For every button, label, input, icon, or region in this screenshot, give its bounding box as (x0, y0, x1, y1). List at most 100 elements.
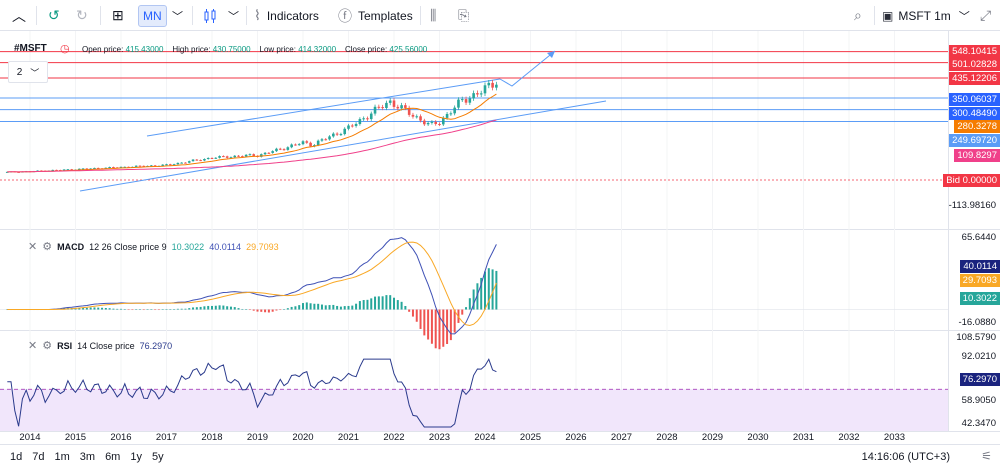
candle-body (441, 117, 445, 125)
macd-histogram-bar (385, 295, 388, 310)
candle-body (411, 114, 415, 117)
macd-histogram-bar (123, 309, 126, 310)
divider (192, 6, 193, 25)
chart-canvas[interactable]: 2014 2015 2016 2017 2018 2019 2020 2021 2022 2023… (0, 31, 1000, 444)
time-axis-label: 2030 (747, 432, 768, 443)
settings-sliders-icon[interactable]: ⚟ (981, 449, 992, 463)
candle-body (271, 151, 274, 153)
candle-body (332, 133, 335, 137)
range-button-1d[interactable]: 1d (10, 450, 23, 463)
macd-histogram-bar (245, 309, 248, 310)
candle-body (453, 107, 456, 114)
top-toolbar: ︿ ↺ ↻ ⊞ MN ﹀ ﹀ ⌇ Indicators ⓕ Templates … (0, 0, 1000, 31)
macd-histogram-bar (430, 309, 433, 344)
macd-histogram-bar (146, 309, 149, 310)
macd-histogram-bar (214, 305, 217, 310)
candle-body (172, 164, 176, 166)
settings-gear-icon[interactable]: ⚙ (42, 241, 53, 253)
range-button-5y[interactable]: 5y (151, 450, 164, 463)
timeframe-dropdown-chevron-icon[interactable]: ﹀ (172, 10, 183, 23)
undo-icon[interactable]: ↺ (48, 7, 60, 23)
candle-body (457, 99, 460, 108)
candle-body (385, 102, 388, 109)
macd-histogram-bar (355, 303, 358, 310)
macd-legend: ✕ ⚙ MACD 12 26 Close price 9 10.3022 40.… (28, 240, 279, 253)
candle-body (491, 82, 494, 88)
candle-body (233, 155, 237, 158)
remove-indicator-icon[interactable]: ✕ (28, 241, 38, 253)
bottom-bar: 1d 7d 1m 3m 6m 1y 5y 14:16:06 (UTC+3) ⚟ (0, 444, 1000, 468)
macd-value-badge: 10.3022 (959, 292, 1000, 305)
candle-body (362, 118, 365, 120)
macd-histogram-bar (362, 300, 365, 310)
collapse-chevron-icon[interactable]: ︿ (12, 7, 26, 24)
candle-body (81, 168, 85, 170)
range-button-7d[interactable]: 7d (32, 450, 45, 463)
moving-average-line (7, 93, 497, 173)
macd-histogram-bar (135, 309, 138, 310)
macd-histogram-bar (389, 295, 392, 310)
range-button-6m[interactable]: 6m (105, 450, 121, 463)
add-chart-icon[interactable]: ⊞ (112, 7, 124, 23)
candle-body (400, 105, 403, 109)
rsi-tick-label: 92.0210 (961, 351, 996, 362)
time-axis-label: 2023 (429, 432, 450, 443)
redo-icon[interactable]: ↻ (76, 7, 88, 23)
macd-params: 12 26 Close price 9 (89, 241, 167, 252)
chart-type-dropdown-chevron-icon[interactable]: ﹀ (228, 10, 239, 23)
candle-body (286, 147, 290, 150)
chart-type-candles-icon[interactable] (202, 0, 218, 31)
time-axis-label: 2025 (520, 432, 541, 443)
rsi-band (0, 389, 948, 431)
divider (36, 6, 37, 25)
remove-indicator-icon[interactable]: ✕ (28, 340, 38, 352)
range-button-3m[interactable]: 3m (79, 450, 96, 463)
candle-body (392, 100, 396, 107)
candle-body (366, 118, 369, 120)
candle-body (93, 167, 96, 169)
save-icon: ▣ (882, 8, 894, 23)
projection-arrow (499, 50, 556, 87)
indicators-button[interactable]: ⌇ Indicators (254, 0, 319, 31)
macd-histogram-bar (396, 300, 399, 310)
range-button-1m[interactable]: 1m (54, 450, 70, 463)
candle-body (460, 99, 464, 101)
candle-body (180, 162, 183, 164)
templates-icon: ⓕ (338, 7, 352, 24)
indicators-collapse-button[interactable]: 2 ﹀ (8, 61, 48, 83)
alert-clock-icon[interactable]: ◷ (60, 43, 70, 55)
candle-body (263, 152, 267, 155)
timeframe-selector[interactable]: MN (138, 0, 167, 31)
time-axis-label: 2033 (884, 432, 905, 443)
rsi-name: RSI (57, 340, 73, 351)
chart-area[interactable]: 2014 2015 2016 2017 2018 2019 2020 2021 2022 2023… (0, 31, 1000, 444)
symbol-selector[interactable]: ▣ MSFT 1m ﹀ (882, 0, 970, 31)
macd-histogram-bar (150, 309, 153, 310)
range-button-1y[interactable]: 1y (130, 450, 142, 463)
fullscreen-icon[interactable]: ⤢ (980, 7, 992, 23)
macd-histogram-bar (233, 307, 236, 310)
candle-body (51, 169, 55, 171)
candle-body (297, 144, 301, 146)
macd-histogram-bar (89, 307, 92, 310)
candle-body (309, 142, 312, 147)
candle-body (404, 105, 407, 108)
macd-histogram-bar (374, 296, 377, 310)
compare-bars-icon[interactable]: ⫼ (430, 7, 437, 23)
templates-button[interactable]: ⓕ Templates (338, 0, 413, 31)
macd-histogram-bar (157, 309, 160, 311)
macd-histogram-bar (138, 309, 141, 310)
macd-histogram-bar (442, 309, 445, 347)
candle-body (324, 139, 328, 141)
search-icon[interactable]: ⌕ (854, 7, 862, 23)
macd-histogram-bar (207, 305, 210, 310)
candle-body (244, 154, 248, 157)
macd-histogram-bar (487, 268, 490, 310)
candle-body (328, 136, 331, 140)
settings-gear-icon[interactable]: ⚙ (42, 340, 53, 352)
macd-histogram-bar (324, 305, 327, 310)
candle-body (369, 113, 373, 120)
camera-icon[interactable]: ⎘ (458, 7, 470, 23)
candle-body (85, 168, 89, 170)
price-badge: 249.69720 (949, 134, 1000, 147)
